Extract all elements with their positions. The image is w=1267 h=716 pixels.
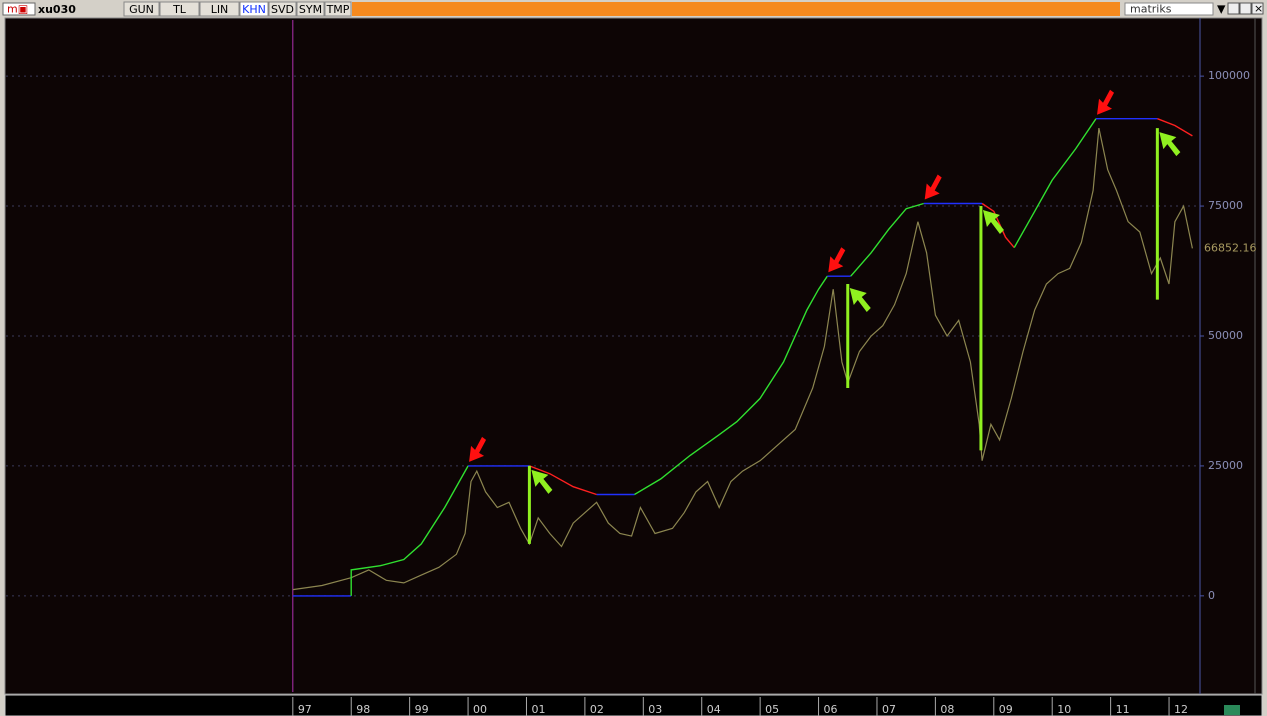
toolbar-button-label: KHN	[242, 3, 266, 16]
toolbar-button-label: LIN	[211, 3, 229, 16]
toolbar-button-label: SYM	[299, 3, 322, 16]
x-axis-bar	[4, 694, 1263, 716]
toolbar-button[interactable]	[268, 1, 297, 17]
indicator-line	[1013, 118, 1097, 248]
drawdown-arrow	[849, 288, 871, 313]
x-tick-label: 12	[1174, 703, 1188, 716]
indicator-line	[981, 202, 1015, 249]
x-tick-label: 00	[473, 703, 487, 716]
logo-mark: m▣	[7, 3, 28, 16]
restore-button[interactable]	[1239, 2, 1252, 15]
indicator-line	[1157, 118, 1193, 137]
toolbar-bar	[352, 2, 1120, 16]
last-value-label: 66852.16	[1204, 241, 1257, 254]
toolbar-button-label: GUN	[129, 3, 154, 16]
y-tick-label: 75000	[1208, 199, 1243, 212]
indicator-line	[634, 275, 828, 496]
drawdown-arrow	[982, 210, 1004, 235]
x-tick-label: 97	[298, 703, 312, 716]
toolbar-button-label: TMP	[326, 3, 350, 16]
x-tick-label: 10	[1057, 703, 1071, 716]
plot-area	[4, 17, 1263, 695]
status-icon	[1224, 705, 1240, 715]
x-tick-label: 08	[940, 703, 954, 716]
toolbar-button[interactable]	[199, 1, 240, 17]
dropdown[interactable]: ▼	[1217, 3, 1226, 16]
peak-arrow	[1097, 89, 1115, 115]
x-tick-label: 06	[824, 703, 838, 716]
x-tick-label: 07	[882, 703, 896, 716]
brand-box	[1124, 2, 1214, 16]
x-tick-label: 03	[648, 703, 662, 716]
close-icon: ×	[1254, 2, 1263, 15]
y-tick-label: 25000	[1208, 459, 1243, 472]
x-tick-label: 05	[765, 703, 779, 716]
x-tick-label: 98	[356, 703, 370, 716]
x-tick-label: 04	[707, 703, 721, 716]
y-tick-label: 50000	[1208, 329, 1243, 342]
toolbar-button[interactable]	[123, 1, 160, 17]
x-tick-label: 09	[999, 703, 1013, 716]
toolbar-button[interactable]	[239, 1, 269, 17]
x-tick-label: 99	[415, 703, 429, 716]
indicator-line	[350, 465, 469, 596]
x-tick-label: 01	[531, 703, 545, 716]
logo	[2, 2, 36, 16]
y-tick-label: 0	[1208, 589, 1215, 602]
indicator-line	[529, 465, 597, 496]
peak-arrow	[924, 174, 942, 200]
indicator-line	[850, 202, 924, 277]
close-button[interactable]	[1251, 2, 1264, 15]
minimize-button[interactable]	[1227, 2, 1240, 15]
drawdown-arrow	[1159, 132, 1181, 157]
symbol[interactable]: xu030	[38, 3, 76, 16]
toolbar-button[interactable]	[159, 1, 200, 17]
toolbar-button[interactable]	[296, 1, 325, 17]
toolbar-button-label: TL	[172, 3, 187, 16]
toolbar-button[interactable]	[324, 1, 352, 17]
peak-arrow	[469, 436, 487, 462]
peak-arrow	[828, 247, 846, 273]
drawdown-arrow	[531, 469, 553, 494]
y-tick-label: 100000	[1208, 69, 1250, 82]
price-line	[292, 127, 1193, 591]
toolbar-button-label: SVD	[271, 3, 294, 16]
x-tick-label: 02	[590, 703, 604, 716]
x-tick-label: 11	[1116, 703, 1130, 716]
brand: matriks	[1130, 3, 1172, 16]
